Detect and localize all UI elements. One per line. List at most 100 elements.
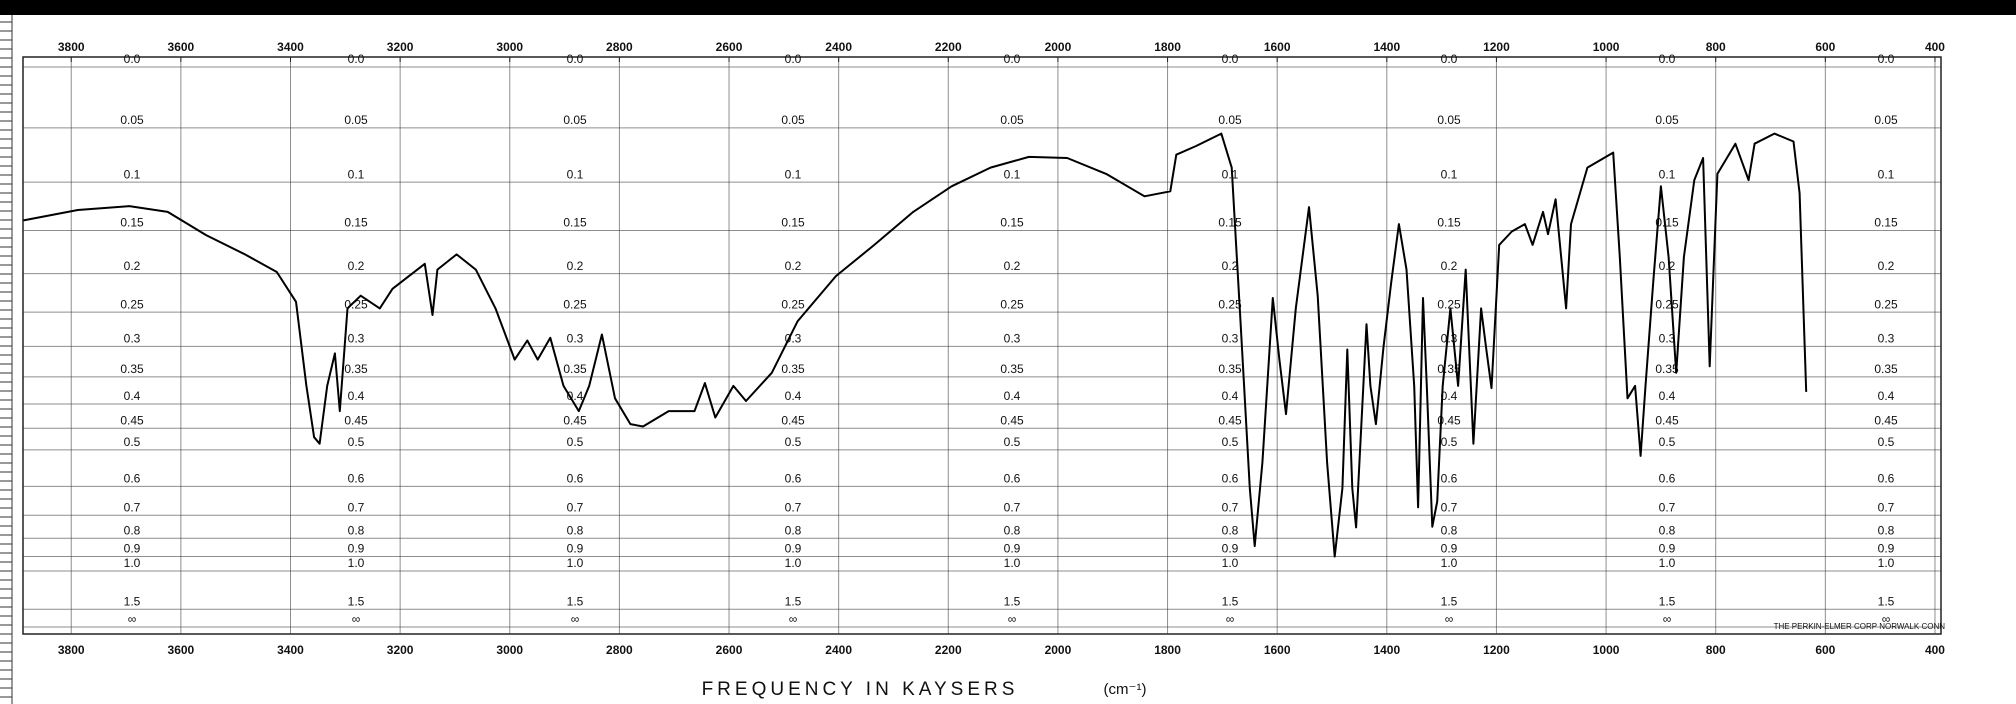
- y-tick-label: 0.6: [1222, 472, 1239, 486]
- y-tick-label: 0.05: [1874, 113, 1898, 127]
- y-tick-label: 0.9: [1004, 542, 1021, 556]
- y-tick-label: 0.3: [1659, 332, 1676, 346]
- y-tick-label: 1.5: [1878, 594, 1895, 608]
- y-tick-label: ∞: [1663, 612, 1672, 626]
- y-tick-label: 0.3: [1222, 332, 1239, 346]
- y-tick-label: ∞: [1226, 612, 1235, 626]
- x-tick-label: 3400: [277, 643, 304, 657]
- y-tick-label: 0.3: [348, 332, 365, 346]
- y-tick-label: 1.5: [124, 594, 141, 608]
- x-tick-label: 1800: [1154, 40, 1181, 54]
- x-tick-label: 800: [1706, 40, 1726, 54]
- edge-strip: [0, 15, 12, 704]
- y-tick-label: 0.25: [344, 297, 368, 311]
- y-tick-label: 0.45: [781, 413, 805, 427]
- y-tick-label: 0.7: [1222, 500, 1239, 514]
- y-tick-label: 0.6: [1878, 472, 1895, 486]
- y-tick-label: 1.0: [1878, 556, 1895, 570]
- y-tick-label: 0.25: [563, 297, 587, 311]
- y-tick-label: 1.0: [348, 556, 365, 570]
- y-tick-label: 0.5: [1004, 435, 1021, 449]
- x-tick-label: 2800: [606, 40, 633, 54]
- y-tick-label: 0.5: [124, 435, 141, 449]
- x-tick-label: 2800: [606, 643, 633, 657]
- x-tick-label: 400: [1925, 40, 1945, 54]
- x-tick-label: 1400: [1373, 643, 1400, 657]
- y-tick-label: 0.0: [124, 52, 141, 66]
- y-tick-label: 0.3: [1878, 332, 1895, 346]
- y-tick-label: 1.0: [1004, 556, 1021, 570]
- y-tick-label: 0.05: [1218, 113, 1242, 127]
- y-tick-label: 0.25: [781, 297, 805, 311]
- y-tick-label: 0.8: [348, 523, 365, 537]
- y-tick-label: 0.2: [1878, 259, 1895, 273]
- y-tick-label: 0.05: [120, 113, 144, 127]
- y-tick-label: 0.5: [1659, 435, 1676, 449]
- y-tick-label: 0.6: [124, 472, 141, 486]
- y-tick-label: 0.35: [1874, 362, 1898, 376]
- y-tick-label: 0.4: [1441, 389, 1458, 403]
- y-tick-label: ∞: [1882, 612, 1891, 626]
- y-tick-label: 0.2: [124, 259, 141, 273]
- y-tick-label: 0.1: [1004, 167, 1021, 181]
- y-tick-label: 0.0: [1004, 52, 1021, 66]
- y-tick-label: 0.5: [785, 435, 802, 449]
- y-tick-label: 0.4: [124, 389, 141, 403]
- y-tick-label: 0.7: [1659, 500, 1676, 514]
- x-tick-label: 3600: [168, 40, 195, 54]
- y-tick-label: 0.0: [1441, 52, 1458, 66]
- x-tick-label: 1600: [1264, 643, 1291, 657]
- y-tick-label: 0.15: [1655, 216, 1679, 230]
- y-tick-label: 1.5: [1004, 594, 1021, 608]
- x-tick-label: 3200: [387, 40, 414, 54]
- x-tick-label: 600: [1815, 643, 1835, 657]
- y-tick-label: 0.8: [1659, 523, 1676, 537]
- y-tick-label: 0.4: [1659, 389, 1676, 403]
- y-tick-label: 1.0: [567, 556, 584, 570]
- y-tick-label: 0.15: [781, 216, 805, 230]
- y-tick-label: 0.35: [781, 362, 805, 376]
- y-tick-label: ∞: [789, 612, 798, 626]
- y-tick-label: 0.1: [785, 167, 802, 181]
- x-tick-label: 3000: [496, 40, 523, 54]
- y-tick-label: 1.5: [1659, 594, 1676, 608]
- x-tick-label: 1200: [1483, 40, 1510, 54]
- y-tick-label: 0.8: [1878, 523, 1895, 537]
- y-tick-label: 0.2: [567, 259, 584, 273]
- y-tick-label: 0.5: [567, 435, 584, 449]
- y-tick-label: 0.8: [124, 523, 141, 537]
- plot-frame: [22, 56, 1942, 635]
- y-tick-label: 0.1: [1222, 167, 1239, 181]
- y-tick-label: 0.4: [1222, 389, 1239, 403]
- y-tick-label: 0.45: [563, 413, 587, 427]
- y-tick-label: 0.2: [1004, 259, 1021, 273]
- x-tick-label: 3800: [58, 40, 85, 54]
- y-tick-label: 0.7: [124, 500, 141, 514]
- x-tick-label: 1400: [1373, 40, 1400, 54]
- y-tick-label: 0.6: [1441, 472, 1458, 486]
- y-tick-label: 0.35: [1655, 362, 1679, 376]
- y-tick-label: 0.2: [1222, 259, 1239, 273]
- y-tick-label: 0.6: [1004, 472, 1021, 486]
- y-tick-label: 0.7: [1004, 500, 1021, 514]
- y-tick-label: 0.4: [348, 389, 365, 403]
- x-tick-label: 600: [1815, 40, 1835, 54]
- y-tick-label: 0.25: [1000, 297, 1024, 311]
- y-tick-label: 0.3: [567, 332, 584, 346]
- x-tick-label: 2000: [1045, 40, 1072, 54]
- x-tick-label: 1000: [1593, 643, 1620, 657]
- y-tick-label: 0.35: [1000, 362, 1024, 376]
- y-tick-label: 0.0: [1659, 52, 1676, 66]
- y-tick-label: 0.7: [348, 500, 365, 514]
- y-tick-label: 0.6: [348, 472, 365, 486]
- y-tick-label: 0.7: [1878, 500, 1895, 514]
- y-tick-label: 1.0: [124, 556, 141, 570]
- y-tick-label: 0.7: [785, 500, 802, 514]
- x-tick-label: 2200: [935, 40, 962, 54]
- x-tick-label: 1800: [1154, 643, 1181, 657]
- y-tick-label: 0.9: [1441, 542, 1458, 556]
- y-tick-label: 0.2: [785, 259, 802, 273]
- x-tick-label: 800: [1706, 643, 1726, 657]
